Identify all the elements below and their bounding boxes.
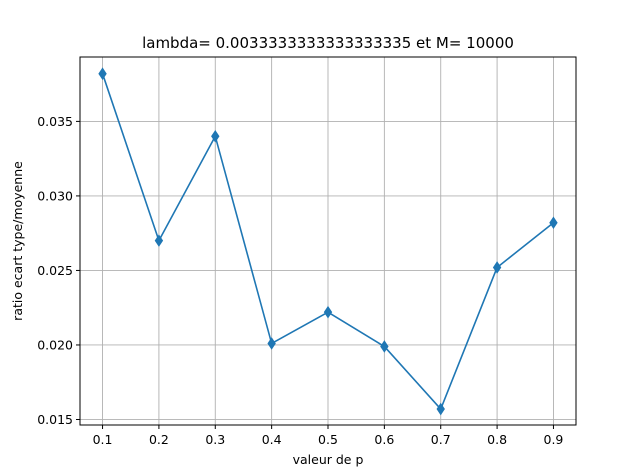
x-tick-label: 0.5: [318, 432, 338, 447]
x-tick-label: 0.3: [205, 432, 225, 447]
x-tick-label: 0.1: [93, 432, 113, 447]
x-tick-label: 0.8: [487, 432, 507, 447]
grid-layer: [80, 57, 576, 425]
x-tick-label: 0.9: [544, 432, 564, 447]
data-point-marker: [323, 305, 333, 319]
data-point-marker: [436, 402, 445, 416]
y-tick-label: 0.020: [37, 337, 73, 352]
y-tick-label: 0.025: [37, 263, 73, 278]
y-tick-label: 0.030: [37, 188, 73, 203]
data-point-marker: [267, 337, 276, 350]
x-tick-label: 0.4: [262, 432, 282, 447]
data-point-marker: [549, 216, 558, 230]
chart-title: lambda= 0.0033333333333333335 et M= 1000…: [142, 34, 514, 52]
tick-layer: 0.1 0.2 0.3 0.4 0.5 0.6 0.7 0.8 0.9 0.015 0.020 0.0…: [37, 114, 563, 447]
data-point-marker: [154, 234, 164, 247]
y-tick-label: 0.035: [37, 114, 73, 129]
series-layer: [98, 67, 558, 416]
data-point-marker: [380, 340, 389, 353]
data-point-marker: [98, 67, 107, 80]
data-point-marker: [492, 261, 502, 274]
data-point-marker: [211, 129, 220, 143]
x-axis-label: valeur de p: [293, 452, 364, 467]
x-tick-label: 0.2: [149, 432, 169, 447]
x-tick-label: 0.6: [374, 432, 394, 447]
y-tick-label: 0.015: [37, 412, 73, 427]
y-axis-label: ratio ecart type/moyenne: [10, 161, 25, 321]
x-tick-label: 0.7: [431, 432, 451, 447]
